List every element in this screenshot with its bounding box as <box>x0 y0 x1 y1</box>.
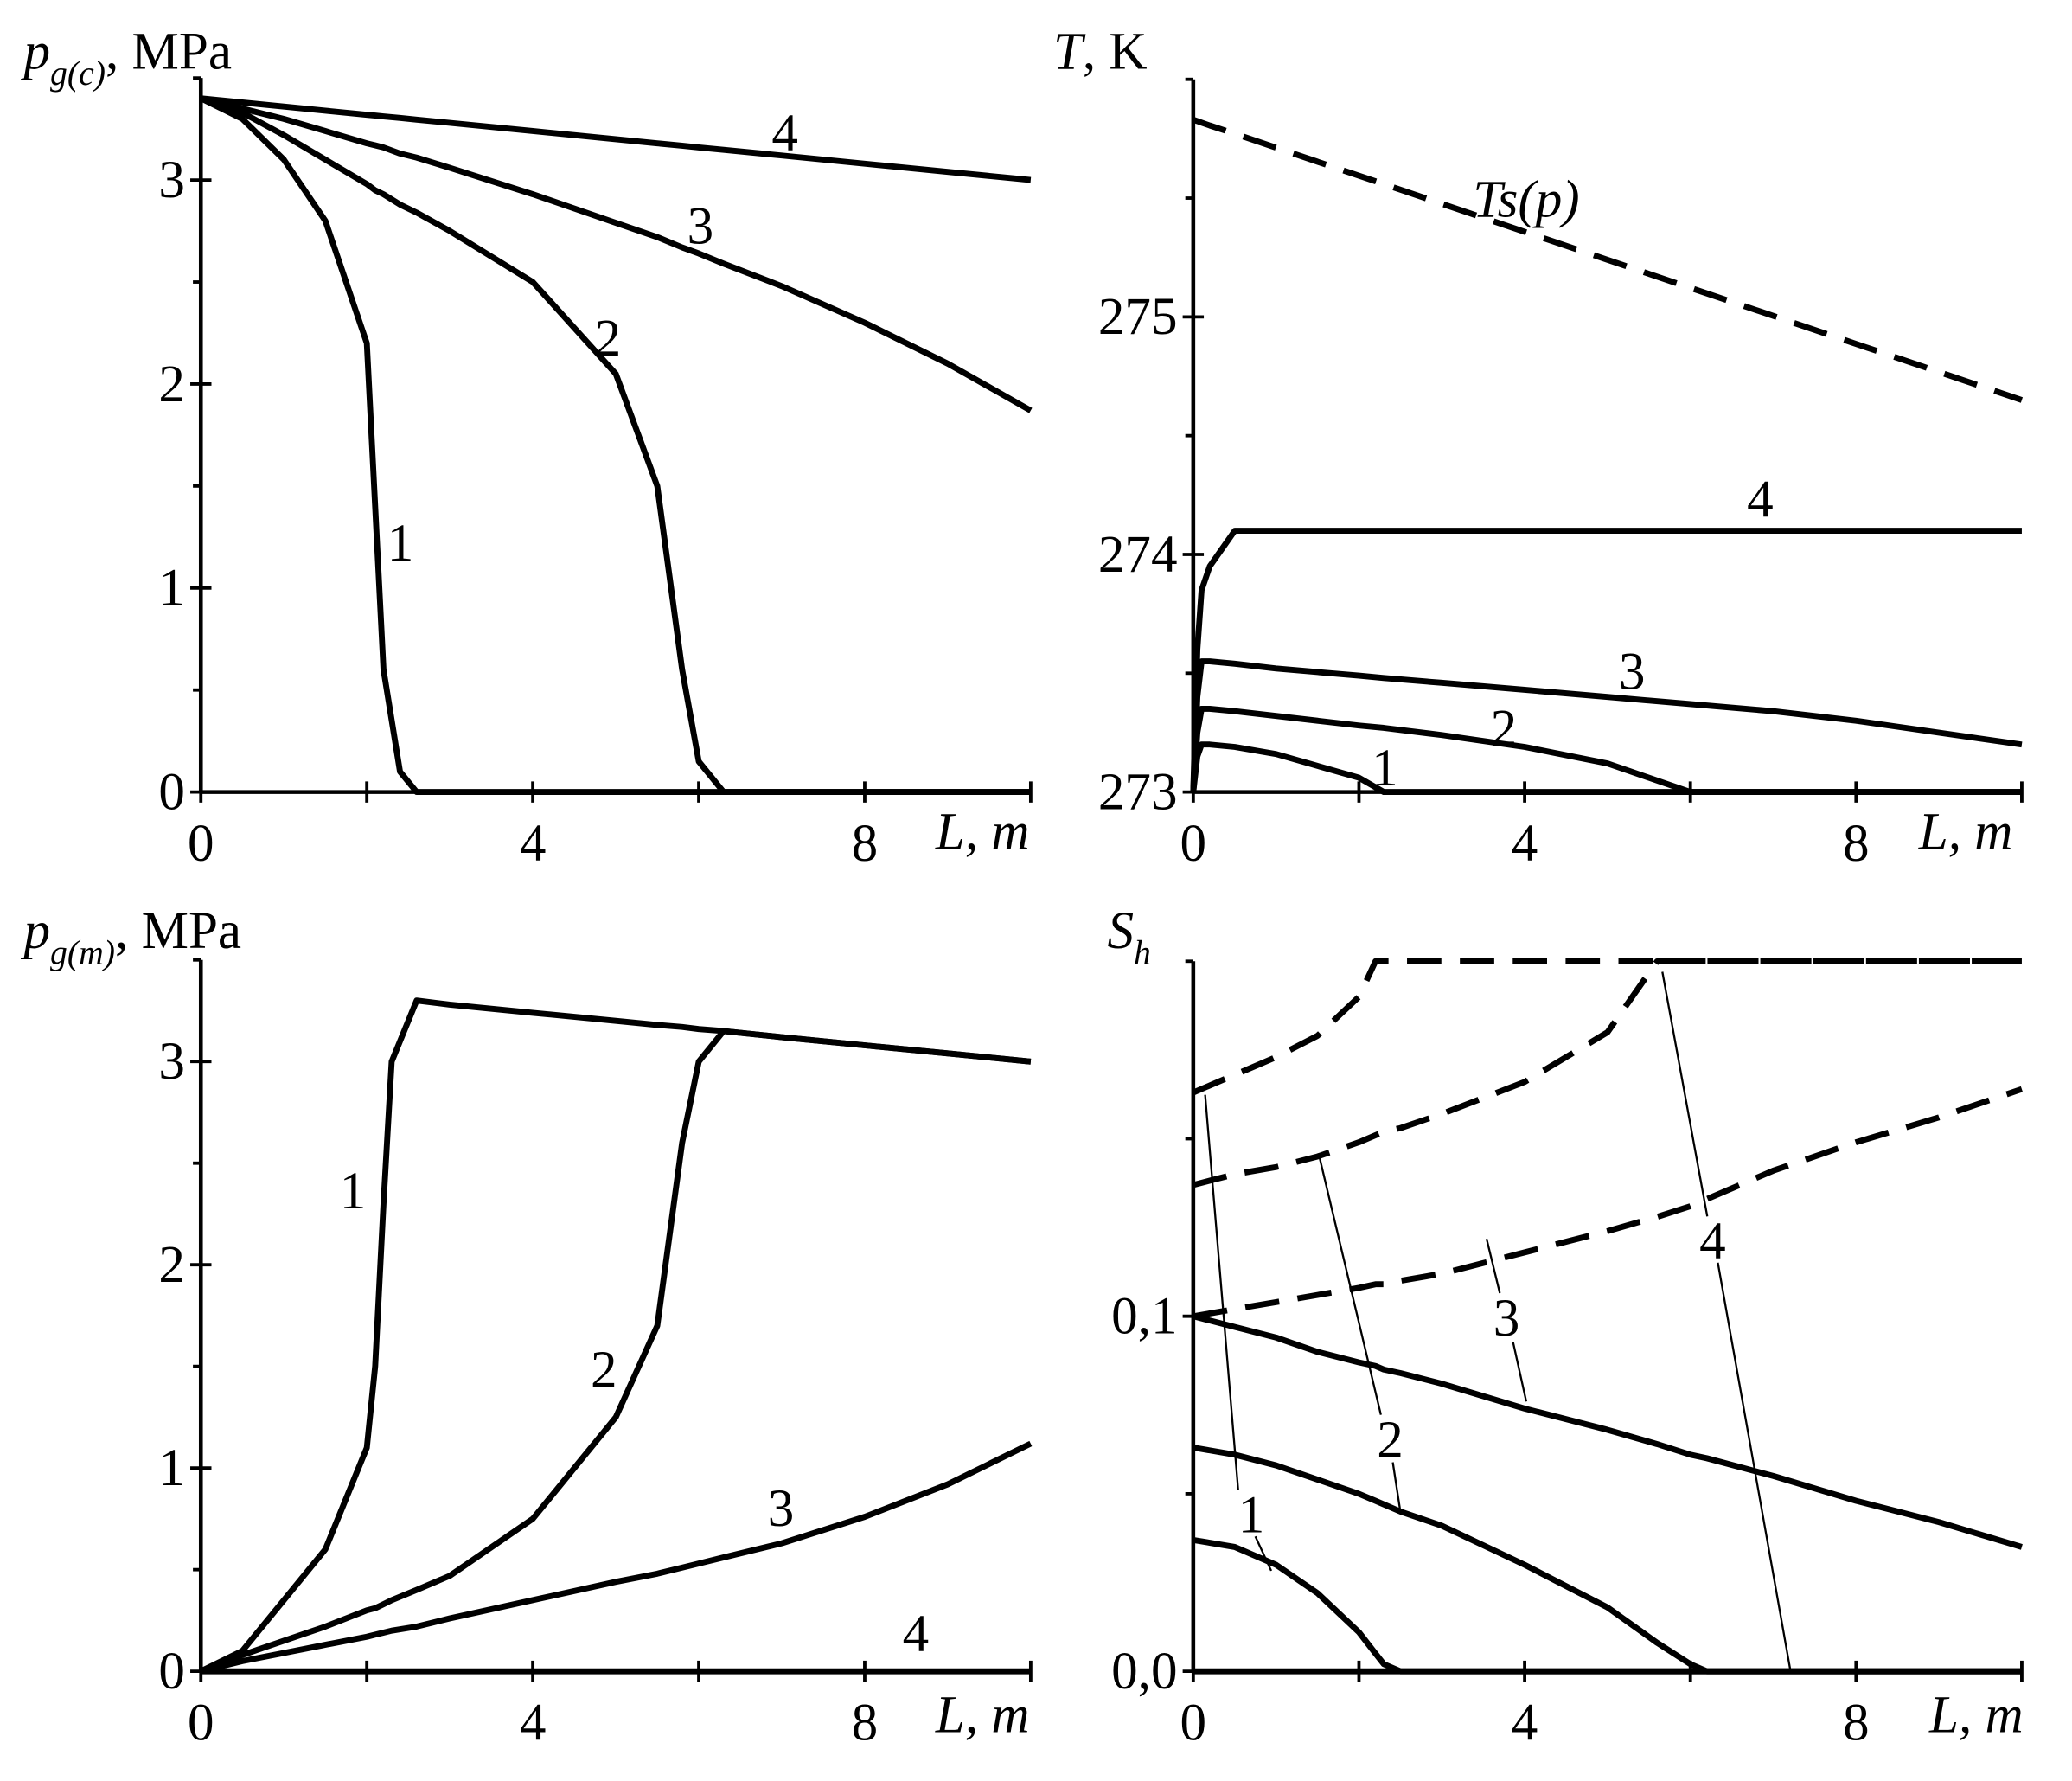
series-label: 4 <box>1747 471 1774 529</box>
y-axis-label-part: h <box>1134 933 1151 971</box>
series-line <box>1190 741 2022 796</box>
series-label: 1 <box>1372 740 1398 798</box>
series-line <box>1192 117 2024 403</box>
series-label: 1 <box>1238 1487 1265 1545</box>
y-tick-label: 0,0 <box>1111 1643 1177 1701</box>
series-line <box>199 95 1031 796</box>
series-line <box>1190 528 2022 792</box>
leader-line <box>1254 1535 1273 1572</box>
series-label: 3 <box>768 1480 795 1538</box>
series-label: 4 <box>903 1605 930 1663</box>
series-line <box>1193 1445 2022 1675</box>
series-line <box>1193 1086 2024 1320</box>
x-axis-label: L, m <box>1918 803 2013 861</box>
y-axis-label: Sh <box>1108 902 1151 971</box>
series-line <box>200 1028 1032 1675</box>
y-tick-label: 1 <box>158 560 185 618</box>
y-tick-label: 274 <box>1098 526 1178 584</box>
leader-line <box>1391 1462 1402 1515</box>
leader-lines <box>1204 971 1792 1672</box>
y-axis-label-part: g(m) <box>50 933 115 971</box>
y-axis-label: T, K <box>1053 22 1148 80</box>
series-label: 4 <box>771 105 798 163</box>
x-tick-label: 4 <box>1512 1695 1538 1752</box>
y-tick-label: 1 <box>158 1439 185 1497</box>
series-line <box>200 95 1031 796</box>
series-label: 1 <box>340 1163 367 1220</box>
series-line <box>1192 958 2022 1188</box>
panel: 0 4 8 0,0 0,1 Sh L, m 1 2 3 4 <box>1108 902 2024 1752</box>
series-label: 3 <box>687 197 714 255</box>
leader-line <box>1317 1154 1382 1415</box>
y-axis-label-part: , MPa <box>106 22 232 80</box>
x-axis-label: L, m <box>935 803 1030 861</box>
y-axis-label: pg(m), MPa <box>21 902 242 971</box>
series-line <box>1192 1313 2023 1550</box>
series-label: 1 <box>387 515 414 573</box>
leader-line <box>1204 1094 1239 1490</box>
x-tick-label: 4 <box>1512 815 1538 873</box>
x-axis-label: L, m <box>1928 1686 2024 1744</box>
series-line <box>200 95 1032 183</box>
y-axis-label-part: p <box>21 22 51 80</box>
x-tick-label: 8 <box>852 1695 879 1752</box>
series-line <box>1192 958 2022 1096</box>
series-label: 3 <box>1493 1290 1520 1348</box>
y-axis-label-part: p <box>21 902 51 960</box>
series-label: 2 <box>1377 1411 1404 1469</box>
y-tick-label: 0 <box>158 763 185 821</box>
series-line <box>200 95 1033 413</box>
series-label: Ts(p) <box>1473 171 1579 229</box>
y-tick-label: 0 <box>158 1643 185 1701</box>
series-line <box>199 997 1032 1675</box>
x-tick-label: 0 <box>188 815 214 873</box>
series-label: 2 <box>591 1341 617 1399</box>
y-axis-label-part: T <box>1053 22 1086 80</box>
y-axis-label-part: , K <box>1083 22 1148 80</box>
leader-line <box>1485 1239 1501 1294</box>
y-tick-label: 3 <box>158 151 185 209</box>
y-axis-label: pg(c), MPa <box>21 22 233 92</box>
y-tick-label: 275 <box>1098 288 1178 346</box>
x-tick-label: 0 <box>1180 1695 1207 1752</box>
series-line <box>200 1440 1033 1675</box>
x-tick-label: 0 <box>1180 815 1207 873</box>
leader-line <box>1512 1342 1528 1402</box>
series-line <box>1190 706 2022 796</box>
series-label: 3 <box>1619 643 1646 701</box>
leader-line <box>1661 971 1709 1217</box>
panel: 0 4 8 273 274 275 T, K L, m Ts(p) 1 2 3 4 <box>1053 22 2024 873</box>
x-axis-label: L, m <box>935 1686 1030 1744</box>
series-label: 4 <box>1699 1213 1726 1271</box>
x-tick-label: 8 <box>1843 815 1870 873</box>
series-label: 2 <box>595 310 622 368</box>
x-tick-label: 0 <box>188 1695 214 1752</box>
y-tick-label: 0,1 <box>1111 1288 1177 1346</box>
y-tick-label: 3 <box>158 1033 185 1091</box>
x-tick-label: 8 <box>852 815 879 873</box>
y-tick-label: 2 <box>158 356 185 413</box>
y-tick-label: 2 <box>158 1236 185 1294</box>
y-axis-label-part: g(c) <box>50 54 106 93</box>
y-axis-label-part: S <box>1108 902 1135 960</box>
series-label: 2 <box>1491 700 1518 758</box>
x-tick-label: 4 <box>520 815 547 873</box>
series-line <box>1190 658 2023 792</box>
y-tick-label: 273 <box>1098 763 1178 821</box>
x-tick-label: 8 <box>1843 1695 1870 1752</box>
y-axis-label-part: , MPa <box>115 902 241 960</box>
x-tick-label: 4 <box>520 1695 547 1752</box>
leader-line <box>1717 1262 1792 1672</box>
